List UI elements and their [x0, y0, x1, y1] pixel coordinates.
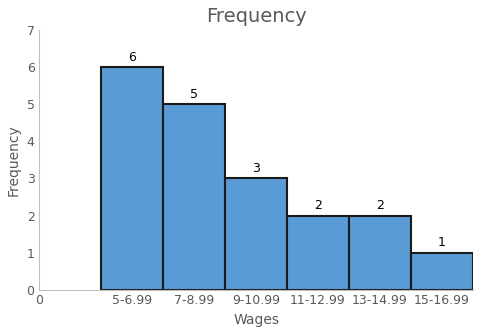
- Bar: [348, 215, 410, 290]
- Bar: [101, 67, 163, 290]
- Text: 6: 6: [128, 51, 136, 63]
- Text: 2: 2: [375, 199, 383, 212]
- Text: 5: 5: [190, 88, 198, 101]
- X-axis label: Wages: Wages: [233, 313, 278, 327]
- Text: 3: 3: [252, 162, 260, 175]
- Bar: [410, 253, 472, 290]
- Bar: [163, 105, 225, 290]
- Text: 2: 2: [313, 199, 321, 212]
- Bar: [225, 178, 287, 290]
- Y-axis label: Frequency: Frequency: [7, 124, 21, 196]
- Bar: [287, 215, 348, 290]
- Title: Frequency: Frequency: [205, 7, 306, 26]
- Text: 1: 1: [437, 236, 445, 249]
